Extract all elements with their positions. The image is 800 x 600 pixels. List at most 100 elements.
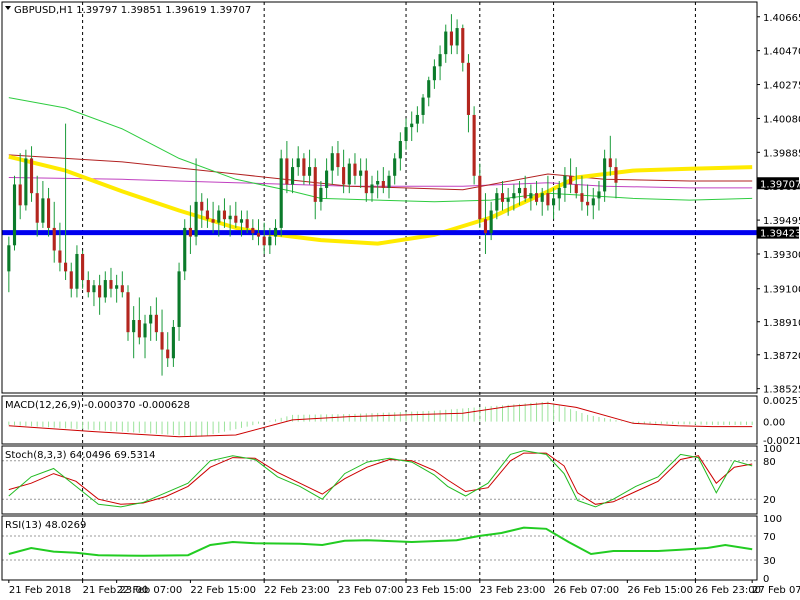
candle-body	[461, 28, 465, 63]
stoch-main-line	[8, 450, 753, 508]
candle-body	[222, 210, 227, 220]
price-tick-label: 1.40275	[763, 81, 800, 92]
candle-body	[552, 198, 556, 206]
candle-body	[495, 193, 499, 211]
candle-body	[296, 158, 300, 168]
time-tick-label: 27 Feb 07:00	[752, 585, 800, 596]
time-tick-label: 26 Feb 07:00	[554, 585, 620, 596]
candle-body	[109, 280, 113, 289]
candle-body	[569, 175, 573, 185]
candle-body	[251, 227, 255, 234]
macd-panel-frame	[1, 395, 758, 445]
candle-body	[268, 236, 272, 246]
candle-body	[580, 193, 584, 202]
candle-body	[393, 158, 397, 176]
price-panel-frame	[1, 1, 758, 394]
candle-body	[364, 170, 368, 194]
candle-body	[92, 285, 96, 293]
candle-body	[381, 180, 385, 188]
time-tick-label: 21 Feb 23:00	[83, 585, 149, 596]
support-price-tag: 1.39423	[760, 229, 800, 240]
candle-body	[472, 114, 476, 176]
candle-body	[523, 187, 527, 199]
candle-body	[64, 262, 68, 272]
candle-body	[262, 236, 266, 246]
candle-body	[24, 158, 28, 206]
candle-body	[245, 219, 249, 228]
candle-body	[325, 170, 329, 188]
price-panel	[2, 14, 757, 376]
candle-body	[500, 193, 505, 202]
macd-label: MACD(12,26,9) -0.000370 -0.000628	[5, 400, 190, 411]
candle-body	[285, 158, 289, 185]
candle-body	[120, 285, 124, 293]
price-tick-label: 1.38525	[763, 385, 800, 396]
candle-body	[444, 31, 448, 55]
candle-body	[574, 184, 578, 194]
candle-body	[342, 167, 346, 185]
candle-body	[273, 227, 278, 237]
rsi-panel	[2, 526, 757, 561]
candle-body	[438, 54, 442, 67]
price-tick-label: 1.40470	[763, 47, 800, 58]
candle-body	[279, 158, 283, 228]
stoch-panel	[2, 450, 757, 508]
rsi-line	[8, 526, 753, 557]
candle-body	[177, 271, 181, 327]
macd-panel	[8, 401, 753, 438]
support-price-tag-bg	[757, 226, 799, 239]
symbol-triangle-icon	[5, 6, 11, 10]
candle-body	[132, 320, 136, 333]
candle-body	[290, 167, 295, 185]
stoch-tick-label: 100	[763, 444, 782, 455]
stoch-tick-label: 80	[763, 457, 776, 468]
candle-body	[603, 158, 607, 192]
price-tick-label: 1.39300	[763, 250, 800, 261]
rsi-panel-frame	[1, 515, 758, 581]
time-tick-label: 23 Feb 07:00	[338, 585, 404, 596]
candle-body	[75, 253, 79, 289]
candle-body	[194, 201, 198, 237]
candle-body	[308, 167, 312, 176]
candle-body	[18, 184, 22, 206]
time-tick-label: 22 Feb 23:00	[264, 585, 330, 596]
ma-red-line	[8, 154, 753, 191]
rsi-tick-label: 100	[763, 514, 782, 525]
candle-body	[546, 193, 550, 206]
time-tick-label: 22 Feb 15:00	[190, 585, 256, 596]
rsi-tick-label: 30	[763, 556, 776, 567]
candle-body	[46, 198, 51, 228]
candle-body	[256, 233, 261, 237]
time-tick-label: 26 Feb 15:00	[627, 585, 693, 596]
stoch-signal-line	[8, 452, 753, 505]
grid-lines	[82, 2, 696, 580]
candle-body	[478, 175, 482, 220]
price-tick-label: 1.39100	[763, 285, 800, 296]
price-tick-label: 1.39885	[763, 148, 800, 159]
candle-body	[330, 153, 334, 171]
candle-body	[415, 114, 419, 124]
candle-body	[319, 187, 323, 202]
candle-body	[171, 326, 175, 359]
candle-body	[359, 170, 363, 176]
candle-body	[608, 158, 612, 168]
candle-body	[188, 227, 192, 237]
candle-body	[234, 215, 238, 223]
candle-body	[449, 31, 453, 46]
symbol-header: GBPUSD,H1 1.39797 1.39851 1.39619 1.3970…	[14, 5, 251, 16]
candle-body	[370, 184, 374, 194]
candle-body	[98, 285, 102, 298]
candle-body	[427, 80, 431, 98]
candle-body	[376, 180, 380, 185]
candle-body	[154, 314, 158, 333]
current-price-tag-bg	[757, 177, 799, 190]
macd-tick-label: 0.00	[763, 418, 785, 429]
candle-body	[313, 167, 317, 202]
candle-body	[166, 349, 170, 359]
macd-tick-label: -0.002197	[763, 436, 800, 447]
rsi-tick-label: 70	[763, 532, 776, 543]
candle-body	[586, 201, 590, 206]
candle-body	[115, 285, 119, 289]
